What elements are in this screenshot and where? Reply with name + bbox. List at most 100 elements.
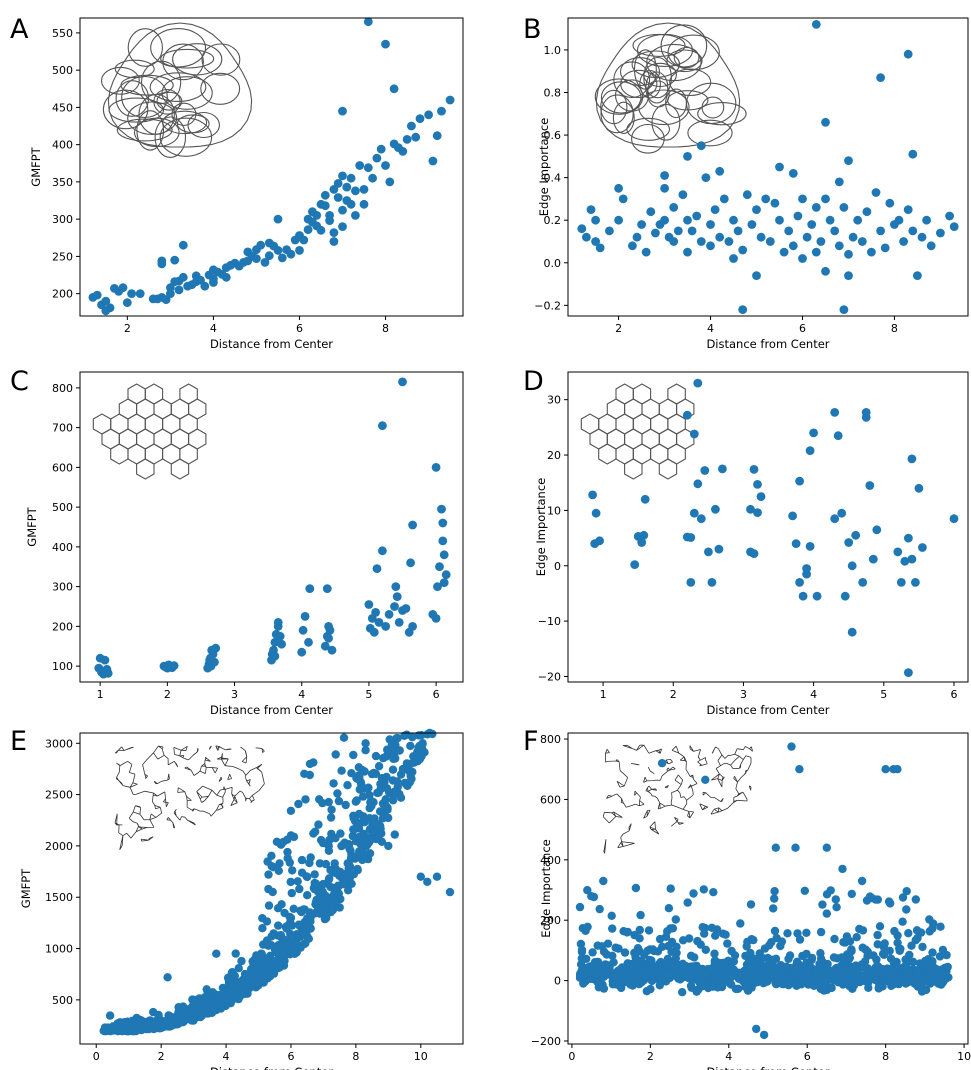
data-point <box>913 271 922 280</box>
hex-cell <box>625 459 642 479</box>
data-point <box>328 646 337 655</box>
data-point <box>821 118 830 127</box>
data-point <box>893 765 901 773</box>
data-point <box>698 982 706 990</box>
data-point <box>440 578 449 587</box>
data-point <box>748 220 757 229</box>
data-point <box>840 203 849 212</box>
data-point <box>170 256 179 265</box>
hex-cell <box>171 459 188 479</box>
data-point <box>277 640 286 649</box>
data-point <box>395 618 404 627</box>
data-point <box>345 844 353 852</box>
data-point <box>408 521 417 530</box>
data-point <box>639 531 648 540</box>
data-point <box>336 903 344 911</box>
y-tick-label: 10 <box>547 504 561 517</box>
data-point <box>908 455 917 464</box>
data-point <box>794 212 803 221</box>
y-tick-label: 400 <box>52 139 73 152</box>
data-point <box>243 973 251 981</box>
data-point <box>388 741 396 749</box>
data-point <box>945 212 954 221</box>
y-tick-label: 3000 <box>45 737 73 750</box>
data-point <box>596 905 604 913</box>
data-point <box>872 188 881 197</box>
data-point <box>784 227 793 236</box>
data-point <box>378 546 387 555</box>
y-tick-label: 500 <box>52 64 73 77</box>
data-point <box>881 939 889 947</box>
data-point <box>302 929 310 937</box>
network-cell <box>702 97 724 118</box>
road-network-icon <box>115 746 264 850</box>
data-point <box>204 989 212 997</box>
data-point <box>809 429 818 438</box>
data-point <box>595 536 604 545</box>
x-tick-label: 10 <box>957 1050 971 1063</box>
data-point <box>608 924 616 932</box>
data-point <box>101 656 110 665</box>
data-point <box>863 207 872 216</box>
y-tick-label: 800 <box>52 382 73 395</box>
x-tick-label: 6 <box>287 1050 294 1063</box>
data-point <box>321 191 330 200</box>
data-point <box>709 888 717 896</box>
data-point <box>333 889 341 897</box>
data-point <box>697 141 706 150</box>
data-point <box>336 829 344 837</box>
data-point <box>932 968 940 976</box>
data-point <box>899 893 907 901</box>
data-point <box>163 973 171 981</box>
data-point <box>418 740 426 748</box>
data-point <box>364 17 373 26</box>
data-point <box>789 241 798 250</box>
axes-frame <box>568 372 968 682</box>
data-point <box>429 157 438 166</box>
x-tick-label: 4 <box>707 322 714 335</box>
data-point <box>368 770 376 778</box>
data-point <box>345 859 353 867</box>
data-point <box>711 205 720 214</box>
y-tick-label: 250 <box>52 250 73 263</box>
data-point <box>876 73 885 82</box>
data-point <box>373 789 381 797</box>
data-point <box>364 784 372 792</box>
data-point <box>827 984 835 992</box>
y-tick-label: 500 <box>52 501 73 514</box>
y-tick-label: 800 <box>540 733 561 746</box>
data-point <box>106 303 115 312</box>
data-point <box>864 984 872 992</box>
data-point <box>440 550 449 559</box>
data-point <box>848 561 857 570</box>
data-point <box>582 233 591 242</box>
data-point <box>295 246 304 255</box>
panel-letter: E <box>10 726 27 757</box>
panel-letter: B <box>523 14 542 45</box>
data-point <box>264 870 272 878</box>
data-point <box>656 935 664 943</box>
data-point <box>885 199 894 208</box>
data-point <box>381 161 390 170</box>
x-axis-label: Distance from Center <box>210 337 333 351</box>
data-point <box>770 887 778 895</box>
data-point <box>834 431 843 440</box>
data-point <box>936 229 945 238</box>
data-point <box>881 765 889 773</box>
y-tick-label: 600 <box>52 461 73 474</box>
data-point <box>325 847 333 855</box>
data-point <box>299 236 308 245</box>
data-point <box>340 734 348 742</box>
data-point <box>918 943 926 951</box>
data-point <box>789 965 797 973</box>
data-point <box>365 814 373 822</box>
data-point <box>352 834 360 842</box>
x-tick-label: 1 <box>97 688 104 701</box>
data-point <box>277 931 285 939</box>
data-point <box>623 928 631 936</box>
panel-b: B2 4 6 8−0.20.00.20.40.60.81.0Distance from… <box>523 14 968 351</box>
x-tick-label: 8 <box>352 1050 359 1063</box>
data-point <box>708 578 717 587</box>
data-point <box>817 928 825 936</box>
data-point <box>872 955 880 963</box>
